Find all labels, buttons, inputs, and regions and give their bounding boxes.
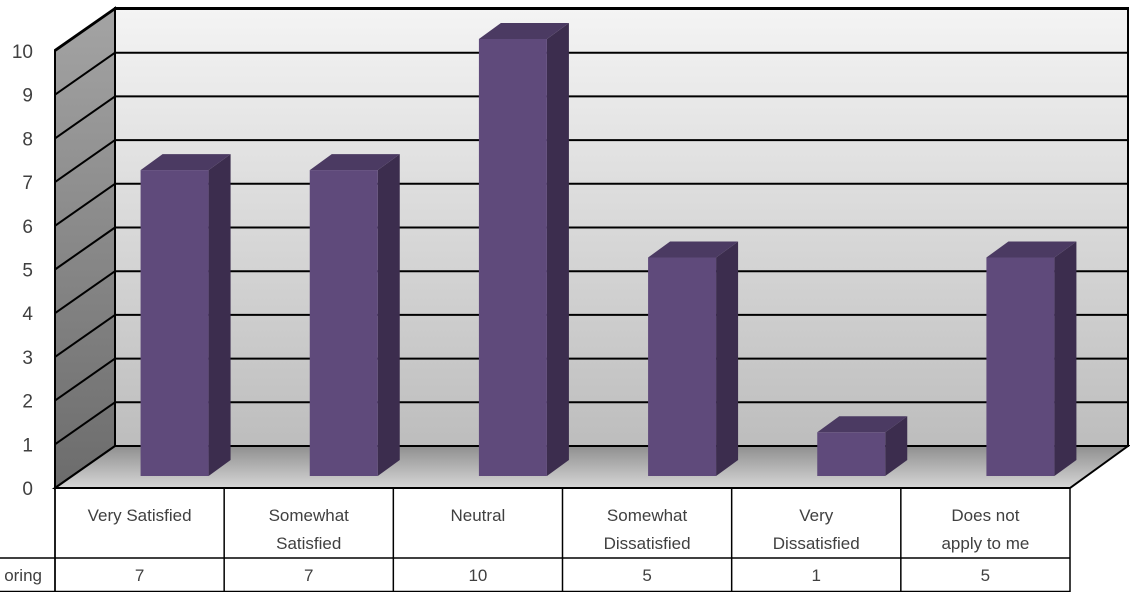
y-tick-label: 6	[22, 217, 33, 238]
bars	[140, 23, 1077, 476]
data-value-label: 5	[642, 566, 651, 585]
bar-front	[478, 39, 547, 476]
gridline-side	[54, 95, 116, 140]
category-label: Very	[799, 506, 834, 525]
bar	[648, 241, 739, 476]
bar-side	[208, 154, 231, 476]
category-label: Satisfied	[276, 534, 341, 553]
data-value-label: 1	[812, 566, 821, 585]
bar-top	[648, 241, 739, 258]
gridline-side	[54, 8, 116, 52]
gridline-side	[54, 182, 116, 227]
series-label: oring	[4, 566, 42, 585]
y-tick-label: 10	[12, 42, 33, 63]
data-value-label: 7	[135, 566, 144, 585]
data-value-label: 7	[304, 566, 313, 585]
bar-side	[546, 23, 569, 476]
bar-top	[478, 23, 569, 39]
bar-front	[817, 432, 886, 476]
bar-top	[986, 241, 1077, 258]
category-label: Dissatisfied	[604, 534, 691, 553]
bar-front	[140, 170, 209, 476]
gridlines	[54, 8, 1128, 446]
bar-top	[309, 154, 400, 171]
y-tick-label: 3	[22, 348, 33, 369]
category-label: Dissatisfied	[773, 534, 860, 553]
bar-front	[986, 257, 1055, 476]
y-tick-label: 8	[22, 129, 33, 150]
category-label: Somewhat	[269, 506, 350, 525]
data-table: oring Very Satisfied 7 Somewhat Satisfied 7 Ne…	[0, 488, 1071, 593]
bar	[817, 416, 908, 476]
y-tick-label: 0	[22, 479, 33, 500]
gridline-side	[54, 51, 116, 96]
gridline-side	[54, 401, 116, 446]
bar-top	[817, 416, 908, 433]
category-label: apply to me	[941, 534, 1029, 553]
y-tick-label: 2	[22, 392, 33, 413]
category-label: Neutral	[451, 506, 506, 525]
category-label: Very Satisfied	[88, 506, 192, 525]
bar-side	[1054, 241, 1077, 476]
category-label: Does not	[951, 506, 1019, 525]
y-tick-label: 1	[22, 435, 33, 456]
gridline-side	[54, 270, 116, 315]
bar-side	[716, 241, 739, 476]
y-tick-label: 5	[22, 261, 33, 282]
category-label: Somewhat	[607, 506, 688, 525]
data-value-label: 5	[981, 566, 990, 585]
gridline-side	[54, 314, 116, 358]
bar	[986, 241, 1077, 476]
y-axis-ticks: 0 1 2 3 4 5 6 7 8 9 10	[12, 42, 34, 500]
bar-front	[309, 170, 378, 476]
bar-side	[885, 416, 908, 476]
bar	[309, 154, 400, 476]
bar-top	[140, 154, 231, 171]
gridline-side	[54, 357, 116, 402]
bar-side	[377, 154, 400, 476]
bar	[478, 23, 569, 476]
y-tick-label: 7	[22, 173, 33, 194]
bar-front	[648, 257, 717, 476]
gridline-side	[54, 139, 116, 183]
gridline-side	[54, 226, 116, 271]
y-tick-label: 4	[22, 304, 33, 325]
data-value-label: 10	[468, 566, 487, 585]
y-tick-label: 9	[22, 86, 33, 107]
bar	[140, 154, 231, 476]
